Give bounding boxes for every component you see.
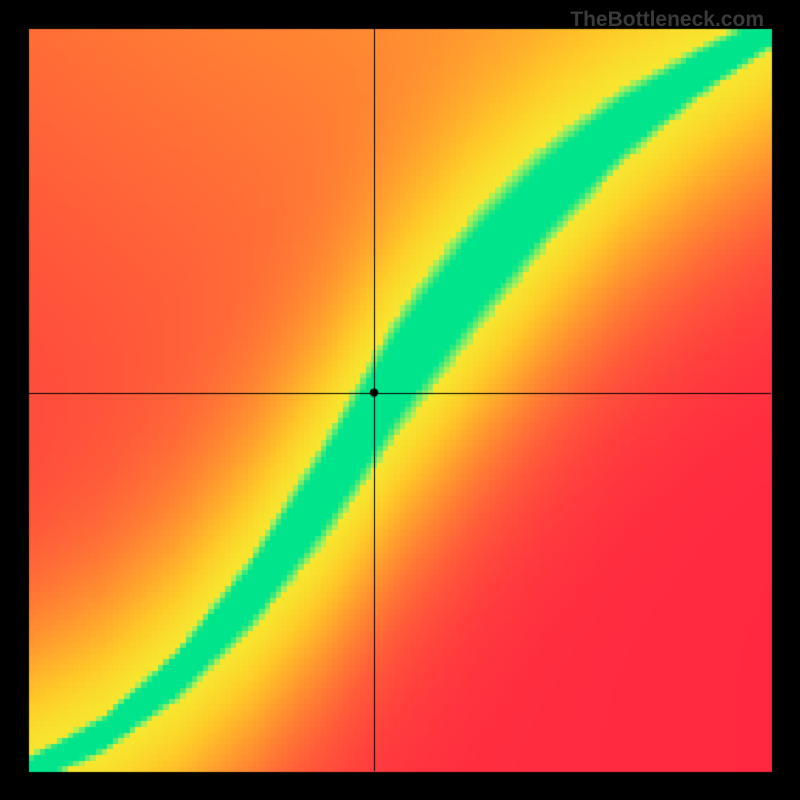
- watermark-text: TheBottleneck.com: [570, 8, 764, 32]
- bottleneck-heatmap: [0, 0, 800, 800]
- chart-container: TheBottleneck.com: [0, 0, 800, 800]
